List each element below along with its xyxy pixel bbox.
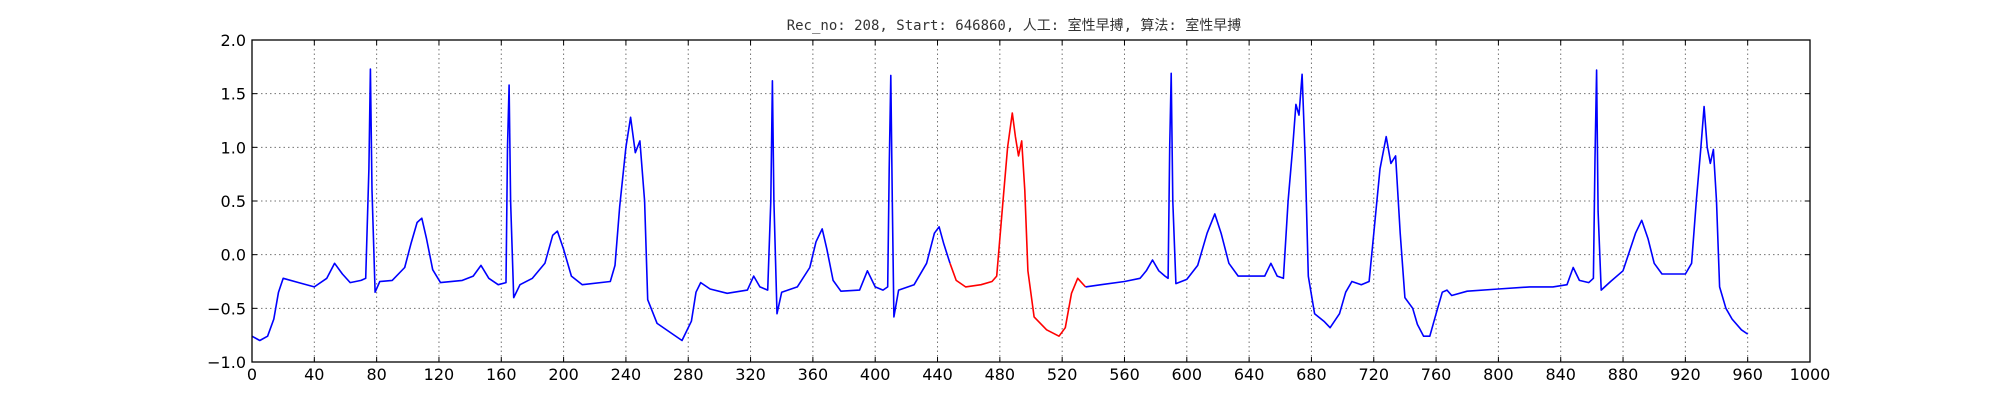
x-tick-label: 120 [424, 365, 455, 384]
x-tick-label: 1000 [1790, 365, 1831, 384]
x-tick-label: 800 [1483, 365, 1514, 384]
ecg-series-3 [1085, 69, 1749, 338]
y-tick-label: 1.0 [221, 138, 246, 157]
y-tick-label: −1.0 [207, 353, 246, 372]
x-tick-label: 640 [1234, 365, 1265, 384]
y-axis-labels: 2.0 1.5 1.0 0.5 0.0 −0.5 −1.0 [207, 31, 246, 372]
y-tick-label: 0.0 [221, 246, 246, 265]
x-tick-label: 560 [1109, 365, 1140, 384]
y-tick-label: 0.5 [221, 192, 246, 211]
x-tick-label: 360 [798, 365, 829, 384]
x-tick-label: 720 [1358, 365, 1389, 384]
x-tick-label: 240 [611, 365, 642, 384]
x-axis-labels: 0 40 80 120 160 200 240 280 320 360 400 440 480 520 56… [247, 365, 1830, 384]
x-tick-label: 400 [860, 365, 891, 384]
x-tick-label: 880 [1608, 365, 1639, 384]
grid [251, 39, 1811, 363]
x-tick-label: 200 [548, 365, 579, 384]
x-tick-label: 760 [1421, 365, 1452, 384]
x-tick-label: 920 [1670, 365, 1701, 384]
x-tick-label: 600 [1172, 365, 1203, 384]
x-tick-label: 480 [985, 365, 1016, 384]
series-group [251, 68, 1749, 342]
y-tick-label: −0.5 [207, 299, 246, 318]
tick-marks [251, 39, 1811, 363]
x-tick-label: 280 [673, 365, 704, 384]
x-tick-label: 680 [1296, 365, 1327, 384]
ecg-series-2 [949, 112, 1087, 338]
y-tick-label: 2.0 [221, 31, 246, 50]
x-tick-label: 0 [247, 365, 257, 384]
x-tick-label: 80 [366, 365, 386, 384]
x-tick-label: 320 [735, 365, 766, 384]
ecg-series-1 [251, 68, 951, 342]
y-tick-label: 1.5 [221, 85, 246, 104]
x-tick-label: 160 [486, 365, 517, 384]
x-tick-label: 840 [1545, 365, 1576, 384]
chart-title: Rec_no: 208, Start: 646860, 人工: 室性早搏, 算法… [787, 17, 1242, 34]
x-tick-label: 960 [1732, 365, 1763, 384]
x-tick-label: 40 [304, 365, 324, 384]
x-tick-label: 440 [922, 365, 953, 384]
x-tick-label: 520 [1047, 365, 1078, 384]
